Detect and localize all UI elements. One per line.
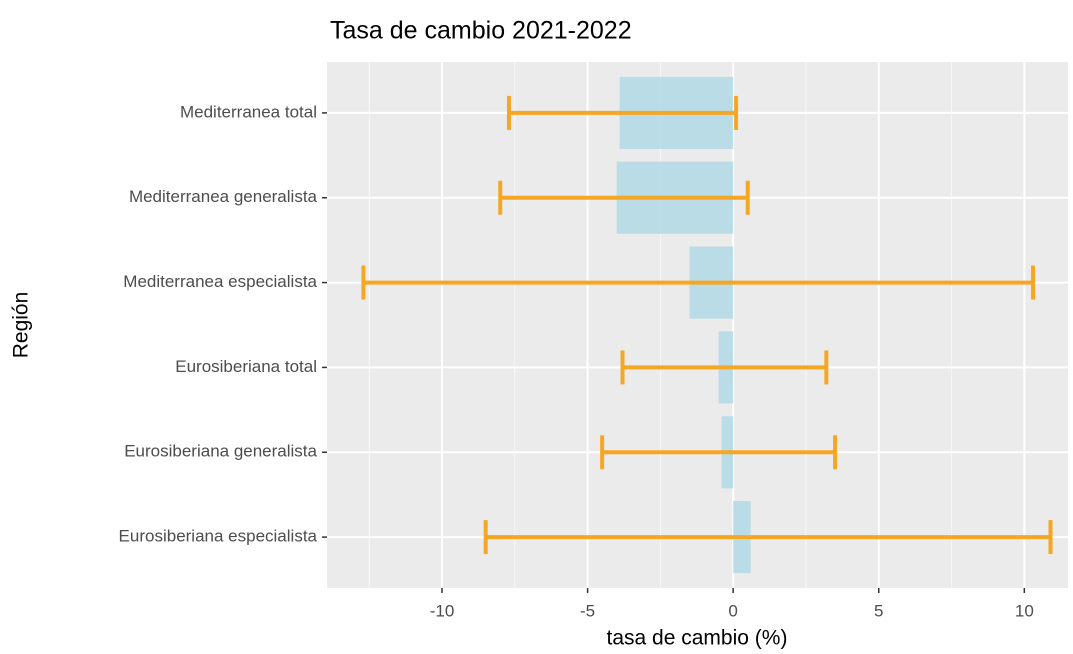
panel — [327, 62, 1068, 588]
y-tick-label: Eurosiberiana generalista — [124, 442, 317, 461]
error-bar — [506, 95, 739, 130]
error-bar — [620, 350, 829, 385]
x-axis-title: tasa de cambio (%) — [607, 627, 788, 650]
error-bar — [361, 265, 1036, 300]
y-tick-label: Eurosiberiana total — [175, 357, 317, 376]
chart-title: Tasa de cambio 2021-2022 — [330, 17, 632, 45]
y-tick-label: Mediterranea total — [180, 102, 317, 121]
x-tick-label: -10 — [430, 601, 455, 620]
y-tick-label: Mediterranea especialista — [123, 272, 317, 291]
x-tick-label: 10 — [1015, 601, 1034, 620]
error-bar — [600, 435, 838, 470]
error-bar — [483, 520, 1053, 555]
x-tick-label: -5 — [580, 601, 595, 620]
error-bar — [498, 180, 750, 215]
x-tick-label: 5 — [874, 601, 883, 620]
x-tick-label: 0 — [728, 601, 737, 620]
y-tick-label: Mediterranea generalista — [129, 187, 318, 206]
y-axis-title: Región — [10, 292, 33, 359]
y-tick-label: Eurosiberiana especialista — [119, 527, 318, 546]
